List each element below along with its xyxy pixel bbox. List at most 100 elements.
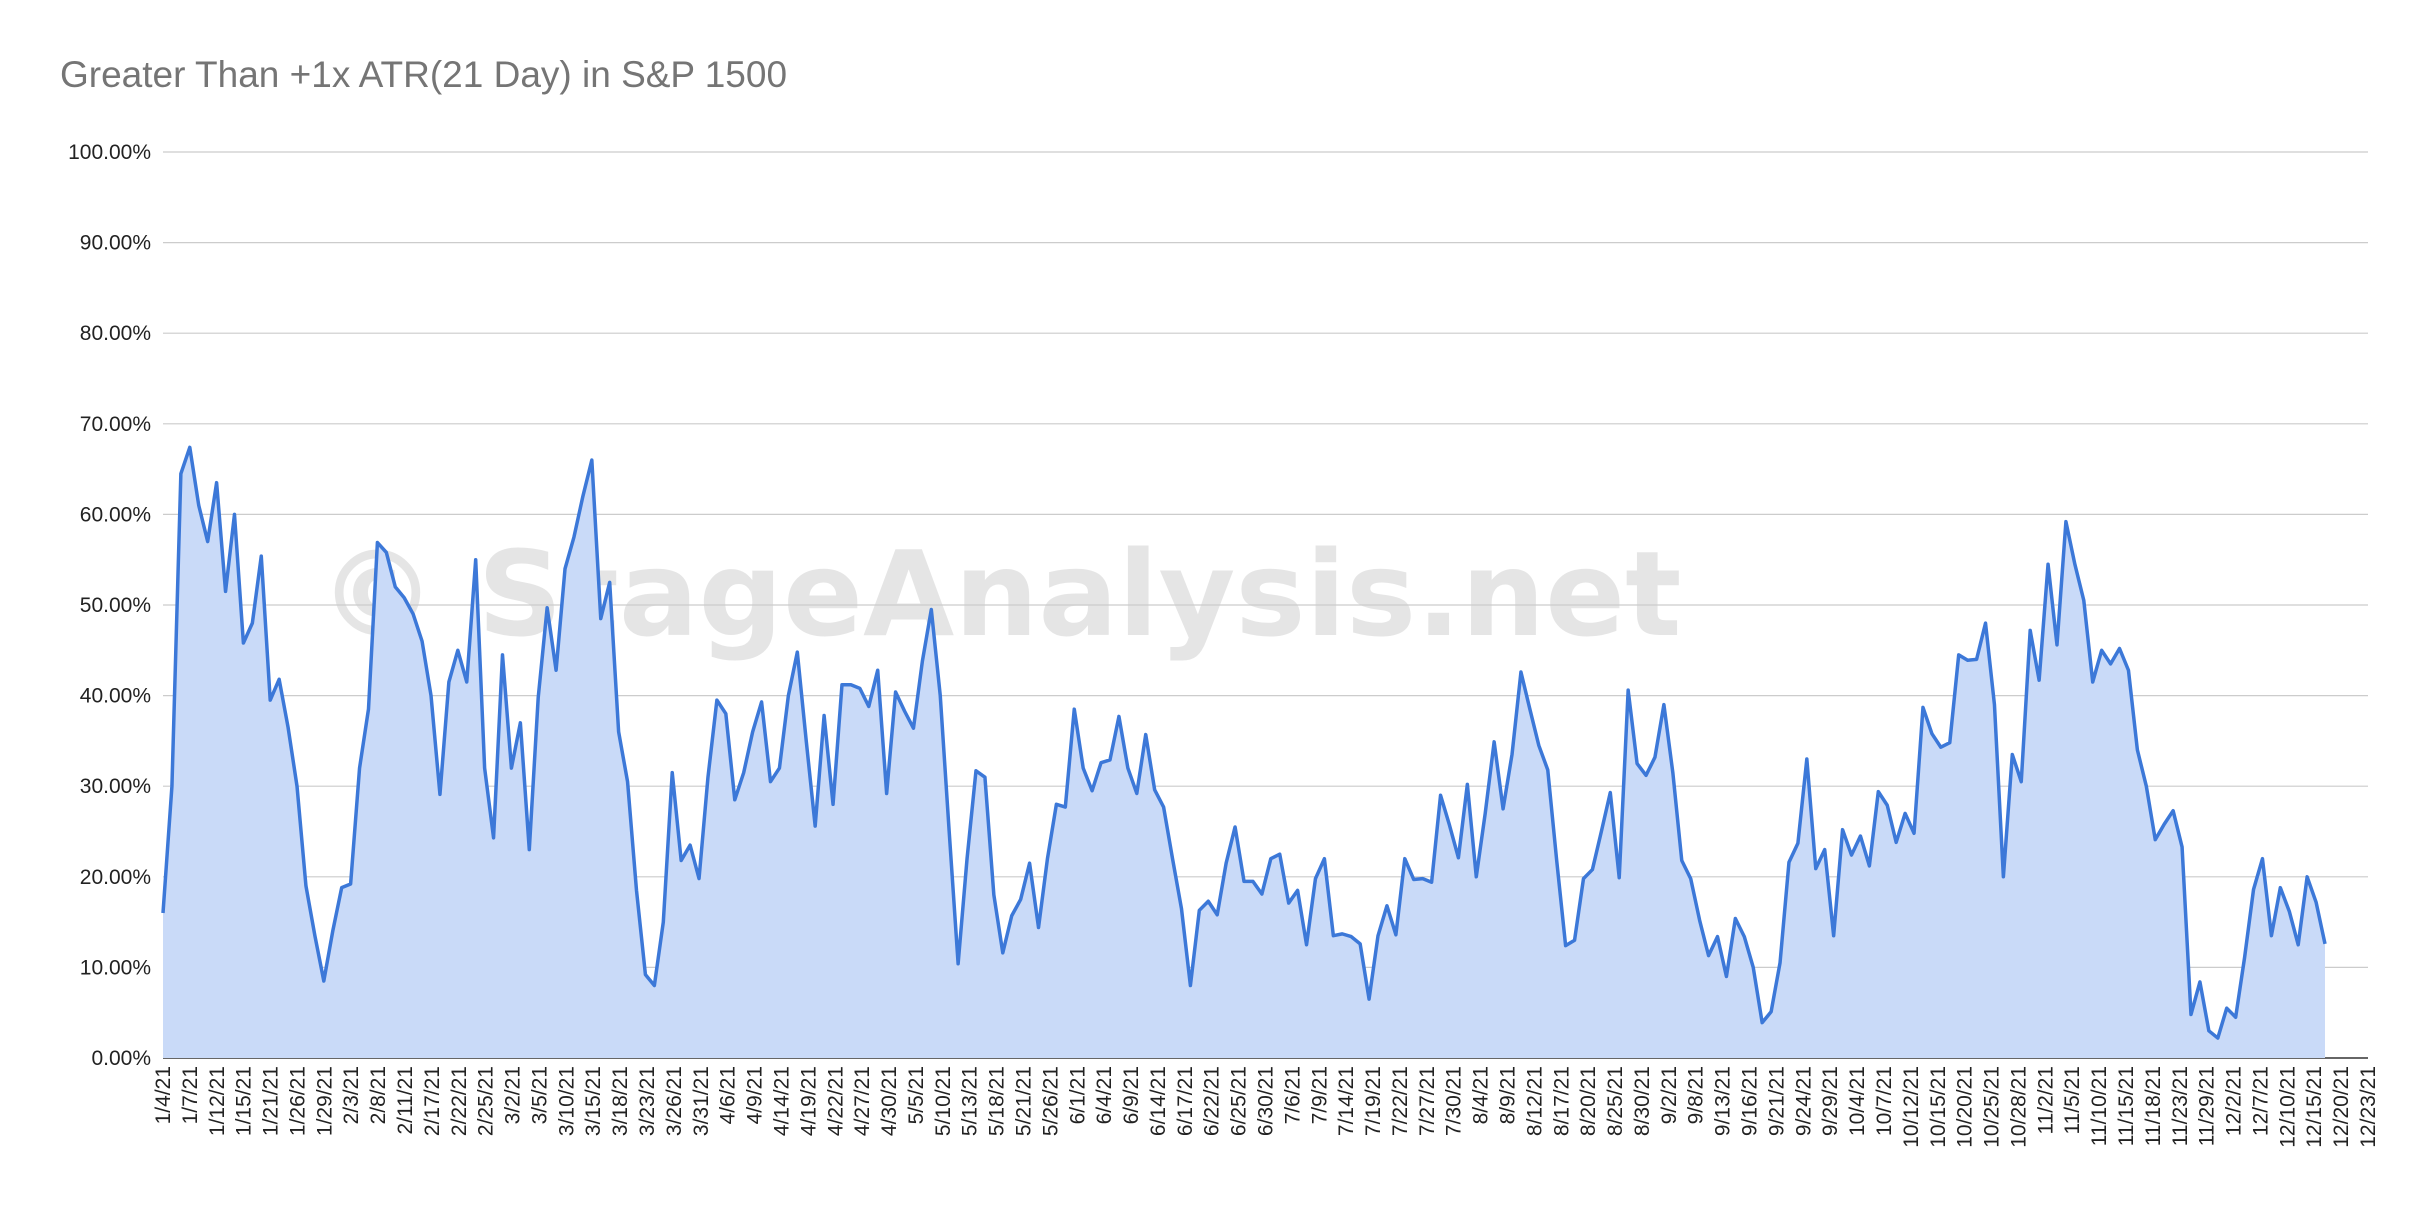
x-tick-label: 3/18/21 (609, 1066, 632, 1136)
x-tick-label: 9/2/21 (1658, 1066, 1681, 1124)
y-tick-label: 20.00% (80, 866, 151, 889)
x-tick-label: 9/13/21 (1712, 1066, 1735, 1136)
x-tick-label: 2/3/21 (340, 1066, 363, 1124)
x-tick-label: 6/1/21 (1066, 1066, 1089, 1124)
x-tick-label: 6/17/21 (1174, 1066, 1197, 1136)
x-tick-label: 12/7/21 (2249, 1066, 2272, 1136)
x-tick-label: 10/7/21 (1873, 1066, 1896, 1136)
x-tick-label: 10/12/21 (1900, 1066, 1923, 1148)
y-tick-label: 90.00% (80, 232, 151, 255)
x-tick-label: 7/14/21 (1335, 1066, 1358, 1136)
x-tick-label: 2/11/21 (394, 1066, 417, 1135)
x-tick-label: 8/9/21 (1497, 1066, 1520, 1124)
x-tick-label: 5/5/21 (905, 1066, 928, 1124)
watermark: © StageAnalysis.net (318, 525, 1681, 663)
x-tick-label: 1/21/21 (260, 1066, 283, 1136)
x-tick-label: 11/10/21 (2088, 1066, 2111, 1146)
x-tick-label: 8/20/21 (1577, 1066, 1600, 1136)
x-tick-label: 5/21/21 (1013, 1066, 1036, 1136)
x-tick-label: 3/5/21 (529, 1066, 552, 1124)
x-tick-label: 12/15/21 (2303, 1066, 2326, 1148)
x-tick-label: 9/16/21 (1739, 1066, 1762, 1136)
x-tick-label: 4/14/21 (771, 1066, 794, 1136)
x-tick-label: 2/8/21 (367, 1066, 390, 1124)
x-tick-label: 7/27/21 (1416, 1066, 1439, 1136)
series-line (161, 445, 2327, 1040)
x-tick-label: 6/14/21 (1147, 1066, 1170, 1136)
y-axis-ticks: 0.00% 10.00% 20.00% 30.00% 40.00% 50.00% 60.00… (68, 141, 151, 1070)
y-tick-label: 30.00% (80, 775, 151, 798)
x-tick-label: 7/22/21 (1389, 1066, 1412, 1136)
x-tick-label: 7/19/21 (1362, 1066, 1385, 1136)
x-tick-label: 7/9/21 (1308, 1066, 1331, 1124)
x-tick-label: 5/26/21 (1039, 1066, 1062, 1136)
x-tick-label: 6/22/21 (1201, 1066, 1224, 1136)
x-tick-label: 3/15/21 (582, 1066, 605, 1136)
series-line-path (161, 445, 2327, 1040)
x-tick-label: 6/9/21 (1120, 1066, 1143, 1124)
x-tick-label: 10/4/21 (1846, 1066, 1869, 1136)
x-tick-label: 8/4/21 (1470, 1066, 1493, 1124)
series-area-fill (163, 447, 2325, 1058)
series-area (163, 447, 2325, 1058)
x-tick-label: 12/20/21 (2330, 1066, 2353, 1148)
x-tick-label: 4/30/21 (878, 1066, 901, 1136)
x-tick-label: 11/18/21 (2142, 1066, 2165, 1146)
x-tick-label: 6/4/21 (1093, 1066, 1116, 1124)
x-tick-label: 4/19/21 (797, 1066, 820, 1136)
x-tick-label: 12/23/21 (2357, 1066, 2380, 1148)
x-tick-label: 5/18/21 (986, 1066, 1009, 1136)
x-tick-label: 9/8/21 (1685, 1066, 1708, 1124)
x-tick-label: 1/29/21 (313, 1066, 336, 1136)
x-tick-label: 6/30/21 (1255, 1066, 1278, 1136)
x-tick-label: 5/10/21 (932, 1066, 955, 1136)
x-tick-label: 4/22/21 (824, 1066, 847, 1136)
x-tick-label: 9/21/21 (1765, 1066, 1788, 1136)
x-tick-label: 10/20/21 (1954, 1066, 1977, 1148)
y-tick-label: 10.00% (80, 956, 151, 979)
x-tick-label: 11/5/21 (2061, 1066, 2084, 1135)
x-tick-label: 2/22/21 (448, 1066, 471, 1136)
x-tick-label: 3/2/21 (502, 1066, 525, 1124)
y-tick-label: 0.00% (91, 1047, 151, 1070)
x-tick-label: 8/25/21 (1604, 1066, 1627, 1136)
x-tick-label: 1/4/21 (152, 1066, 175, 1124)
y-tick-label: 80.00% (80, 322, 151, 345)
x-tick-label: 4/27/21 (851, 1066, 874, 1136)
y-tick-label: 60.00% (80, 503, 151, 526)
x-tick-label: 1/7/21 (179, 1066, 202, 1124)
x-tick-label: 3/23/21 (636, 1066, 659, 1136)
y-tick-label: 70.00% (80, 413, 151, 436)
y-tick-label: 40.00% (80, 685, 151, 708)
x-tick-label: 9/29/21 (1819, 1066, 1842, 1136)
x-tick-label: 10/25/21 (1981, 1066, 2004, 1148)
y-tick-label: 50.00% (80, 594, 151, 617)
x-tick-label: 5/13/21 (959, 1066, 982, 1136)
x-tick-label: 4/6/21 (717, 1066, 740, 1124)
x-tick-label: 2/17/21 (421, 1066, 444, 1136)
x-tick-label: 12/10/21 (2276, 1066, 2299, 1148)
x-tick-label: 8/17/21 (1550, 1066, 1573, 1136)
x-tick-label: 11/15/21 (2115, 1066, 2138, 1146)
x-tick-label: 2/25/21 (475, 1066, 498, 1136)
x-tick-label: 9/24/21 (1792, 1066, 1815, 1136)
x-tick-label: 11/23/21 (2169, 1066, 2192, 1146)
x-tick-label: 10/15/21 (1927, 1066, 1950, 1148)
x-axis-ticks: 1/4/21 1/7/21 1/12/21 1/15/21 1/21/21 1/26/21… (152, 1066, 2380, 1148)
x-tick-label: 10/28/21 (2007, 1066, 2030, 1148)
x-tick-label: 3/26/21 (663, 1066, 686, 1136)
x-tick-label: 11/2/21 (2034, 1066, 2057, 1135)
x-tick-label: 3/10/21 (555, 1066, 578, 1136)
x-tick-label: 6/25/21 (1228, 1066, 1251, 1136)
x-tick-label: 1/26/21 (287, 1066, 310, 1136)
x-tick-label: 8/12/21 (1523, 1066, 1546, 1136)
x-tick-label: 7/30/21 (1443, 1066, 1466, 1136)
x-tick-label: 12/2/21 (2223, 1066, 2246, 1136)
x-tick-label: 3/31/21 (690, 1066, 713, 1136)
x-tick-label: 1/15/21 (233, 1066, 256, 1136)
x-tick-label: 7/6/21 (1281, 1066, 1304, 1124)
x-tick-label: 4/9/21 (744, 1066, 767, 1124)
x-tick-label: 11/29/21 (2196, 1066, 2219, 1146)
chart-title: Greater Than +1x ATR(21 Day) in S&P 1500 (60, 54, 788, 95)
